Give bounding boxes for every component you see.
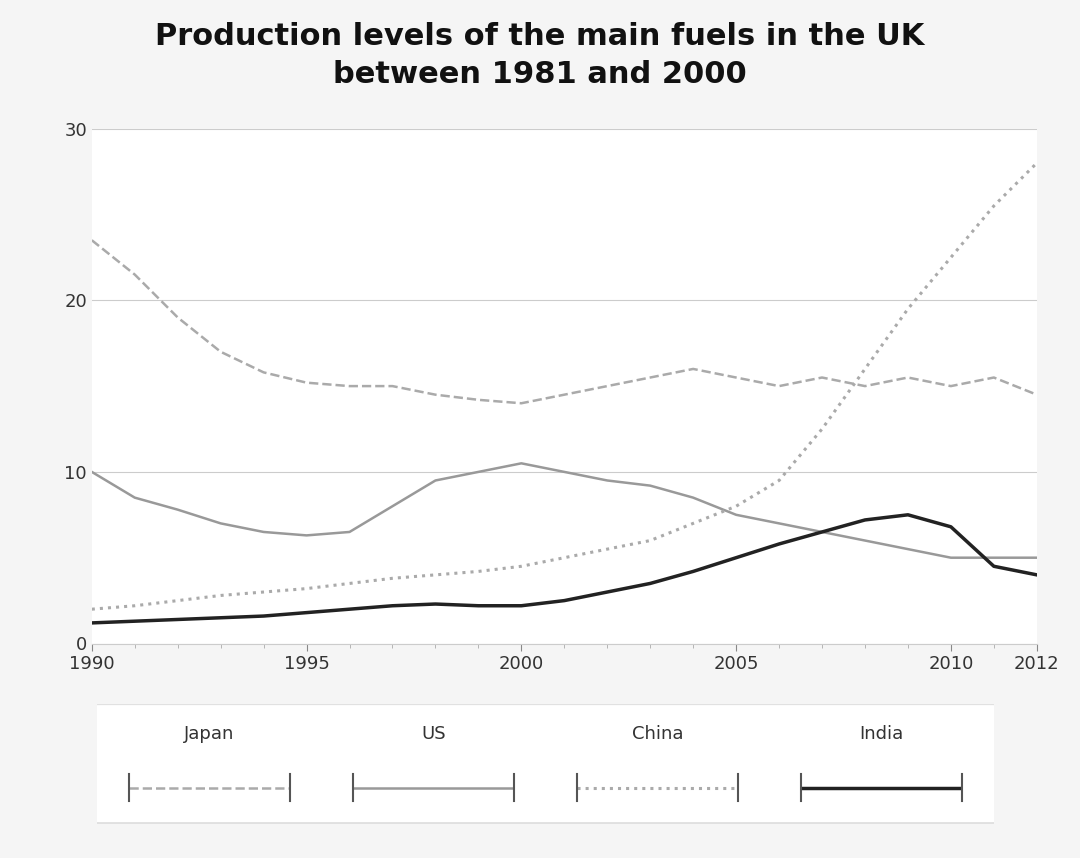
FancyBboxPatch shape bbox=[75, 704, 1016, 823]
Text: India: India bbox=[860, 725, 904, 742]
Text: US: US bbox=[421, 725, 446, 742]
Text: Japan: Japan bbox=[184, 725, 234, 742]
Text: Production levels of the main fuels in the UK
between 1981 and 2000: Production levels of the main fuels in t… bbox=[156, 22, 924, 89]
Text: China: China bbox=[632, 725, 684, 742]
FancyBboxPatch shape bbox=[75, 704, 1016, 827]
